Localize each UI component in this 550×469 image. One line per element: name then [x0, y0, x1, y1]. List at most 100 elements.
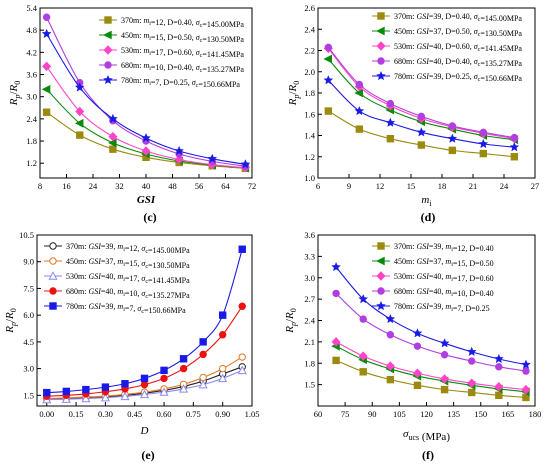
- series-5: [331, 261, 531, 369]
- data-point: [174, 145, 184, 156]
- data-point: [509, 142, 520, 152]
- y-axis-label: Rp/R0: [284, 308, 298, 334]
- data-point: [109, 145, 117, 153]
- y-tick-label: 1.0: [304, 173, 315, 183]
- legend-marker: [49, 287, 57, 295]
- data-point: [521, 384, 531, 395]
- data-point: [332, 356, 340, 365]
- legend-marker: [103, 30, 112, 40]
- x-tick-label: 135: [447, 409, 460, 419]
- data-point: [331, 337, 341, 347]
- x-tick-label: 8: [38, 181, 42, 191]
- plot-frame: [36, 234, 253, 407]
- legend-marker: [48, 271, 58, 280]
- data-point: [495, 391, 503, 400]
- legend-marker: [376, 256, 385, 266]
- series-4: [332, 289, 530, 375]
- x-tick-label: 64: [221, 181, 230, 191]
- legend-label: 680m: GSI=40, D=0.40, σc=135.27MPa: [394, 57, 522, 68]
- data-point: [448, 122, 457, 130]
- legend-label: 370m: GSI=39, D=0.40, σc=145.00MPa: [394, 12, 522, 23]
- legend-label: 370m: mi=12, D=0.40, σc=145.00MPa: [121, 16, 244, 29]
- y-tick-label: 2.4: [26, 114, 37, 124]
- legend-label: 530m: mi=17, D=0.60, σc=141.45MPa: [121, 46, 244, 59]
- data-point: [199, 350, 207, 359]
- data-point: [359, 368, 367, 376]
- data-point: [218, 331, 227, 339]
- x-tick-label: 0.90: [215, 409, 230, 419]
- x-tick-label: 9: [347, 181, 351, 191]
- subfigure-label: (e): [141, 448, 154, 462]
- x-tick-label: 12: [376, 181, 385, 191]
- x-tick-label: 150: [474, 409, 487, 419]
- data-point: [417, 141, 426, 149]
- y-tick-label: 5.4: [26, 3, 37, 13]
- x-tick-label: 72: [248, 181, 257, 191]
- data-point: [41, 84, 51, 94]
- x-tick-label: 0.30: [98, 409, 113, 419]
- data-point: [479, 128, 488, 137]
- data-point: [199, 373, 207, 382]
- data-point: [139, 389, 150, 399]
- y-tick-label: 2.7: [304, 294, 315, 304]
- data-point: [179, 355, 188, 363]
- legend-marker: [49, 302, 57, 310]
- data-point: [179, 384, 189, 393]
- data-point: [355, 125, 364, 133]
- y-axis-label: Rp/R0: [287, 81, 301, 107]
- legend-marker: [376, 41, 386, 51]
- data-point: [385, 313, 396, 324]
- y-tick-label: 4.8: [26, 25, 37, 35]
- y-axis-label: Rp/R0: [4, 308, 18, 334]
- data-point: [386, 99, 395, 108]
- subfigure-label: (c): [143, 210, 156, 224]
- series-1: [324, 107, 519, 161]
- y-tick-label: 4.5: [23, 337, 34, 347]
- y-tick-label: 2.6: [304, 3, 315, 13]
- y-tick-label: 3.0: [304, 273, 315, 283]
- x-tick-label: 24: [500, 181, 509, 191]
- data-point: [510, 153, 519, 161]
- data-point: [76, 131, 84, 139]
- y-tick-label: 3.6: [26, 70, 37, 80]
- series-4: [43, 302, 246, 400]
- data-point: [385, 361, 395, 371]
- y-tick-label: 2.2: [304, 46, 315, 56]
- legend-label: 530m: GSI=40, D=0.60, σc=141.45MPa: [394, 42, 522, 53]
- x-tick-label: 165: [502, 409, 515, 419]
- data-point: [324, 107, 333, 115]
- data-point: [74, 118, 84, 128]
- legend-marker: [104, 61, 112, 69]
- data-point: [238, 245, 246, 253]
- x-tick-label: 0.75: [186, 409, 201, 419]
- y-tick-label: 1.2: [26, 158, 37, 168]
- data-point: [385, 117, 396, 127]
- data-point: [160, 366, 168, 375]
- y-tick-label: 1.6: [304, 109, 315, 119]
- x-tick-label: 24: [89, 181, 98, 191]
- x-axis-label: σucs (MPa): [403, 428, 450, 443]
- data-point: [179, 364, 188, 373]
- data-point: [42, 108, 51, 116]
- data-point: [75, 106, 85, 117]
- data-point: [413, 342, 422, 350]
- data-point: [440, 385, 449, 394]
- legend-label: 450m: GSI=37, D=0.50, σc=130.50MPa: [394, 27, 522, 38]
- data-point: [218, 373, 228, 383]
- data-point: [331, 261, 341, 272]
- data-point: [82, 385, 90, 394]
- y-tick-label: 9.0: [23, 257, 34, 267]
- data-point: [218, 364, 227, 373]
- legend-label: 780m: GSI=39, mi=7, σc=150.66MPa: [66, 302, 186, 315]
- data-point: [62, 387, 71, 396]
- legend-label: 450m: mi=15, D=0.50, σc=130.50MPa: [121, 31, 244, 44]
- chart-e: 0.00 0.15 0.30 0.45 0.60 0.75 0.90 1.05 1.5 3.0 4.…: [4, 230, 259, 462]
- legend-label: 450m: GSI=37, mi=15, D=0.50: [394, 257, 494, 268]
- data-point: [355, 80, 364, 89]
- x-tick-label: 18: [438, 181, 447, 191]
- data-point: [412, 328, 423, 338]
- y-tick-label: 1.2: [304, 152, 315, 162]
- data-point: [521, 359, 531, 369]
- y-axis-label: Rp/R0: [8, 81, 22, 107]
- series-3: [331, 337, 531, 395]
